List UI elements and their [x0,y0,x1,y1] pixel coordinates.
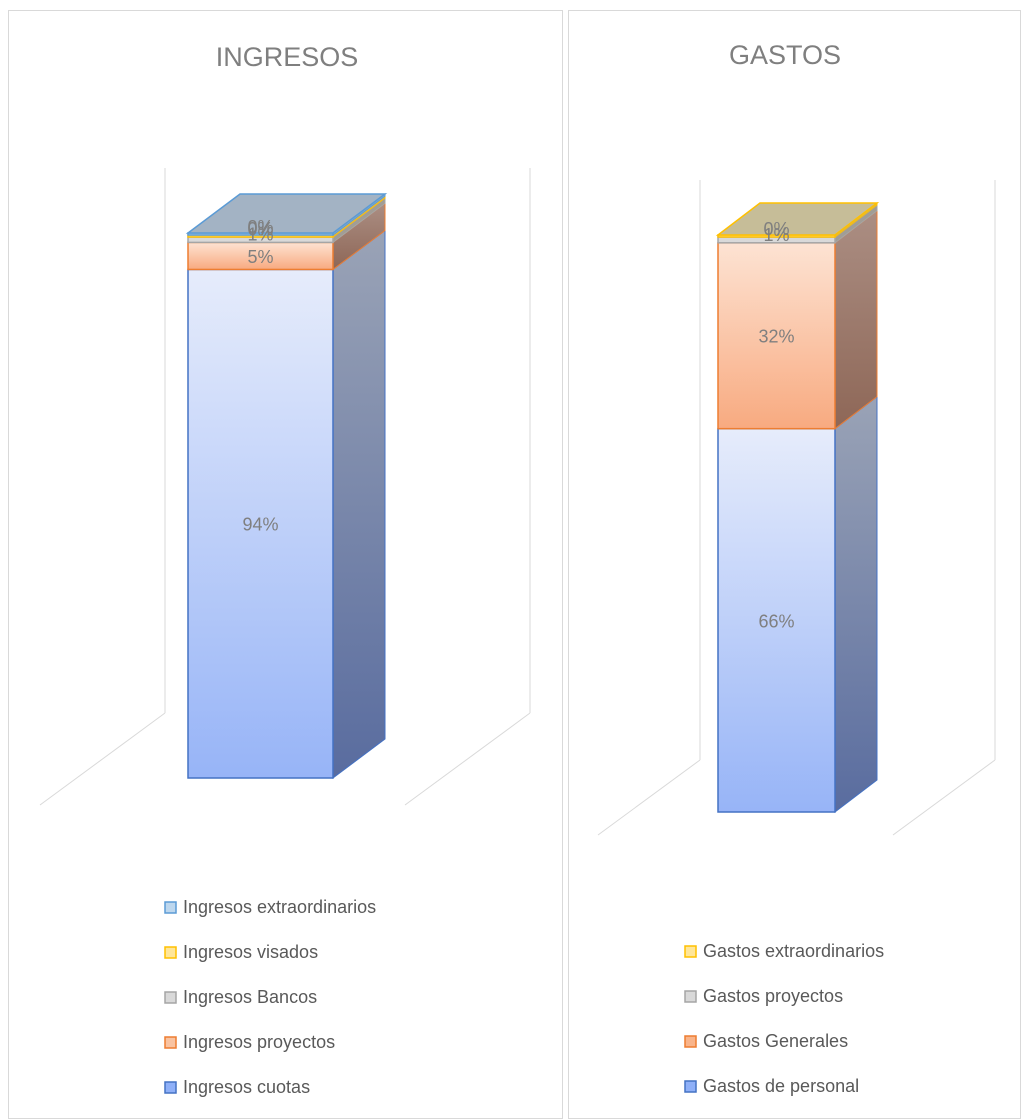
ingresos-legend: Ingresos extraordinarios Ingresos visados… [164,897,376,1097]
gastos-label-gastos-generales: 32% [758,327,794,347]
ingresos-label-ingresos-visados: 0% [247,219,273,239]
ingresos-legend-swatch [164,901,177,914]
ingresos-chart-title: INGRESOS [216,42,359,72]
gastos-legend: Gastos extraordinarios Gastos proyectos Ga… [684,941,884,1096]
ingresos-legend-item-ingresos-proyectos: Ingresos proyectos [164,1032,335,1052]
ingresos-bar-ingresos-cuotas [187,268,334,779]
gastos-legend-label: Gastos extraordinarios [703,941,884,961]
gastos-legend-item-gastos-proyectos: Gastos proyectos [684,986,843,1006]
ingresos-data-labels: 94%5%1%0%0% [242,217,278,535]
ingresos-legend-swatch [164,946,177,959]
gastos-legend-label: Gastos de personal [703,1076,859,1096]
ingresos-legend-label: Ingresos proyectos [183,1032,335,1052]
gastos-legend-label: Gastos proyectos [703,986,843,1006]
ingresos-legend-label: Ingresos cuotas [183,1077,310,1097]
gastos-label-gastos-proyectos: 1% [763,225,789,245]
ingresos-floor-lines [39,168,531,806]
ingresos-label-ingresos-cuotas: 94% [242,515,278,535]
gastos-label-gastos-de-personal: 66% [758,611,794,631]
ingresos-legend-swatch [164,1081,177,1094]
ingresos-label-ingresos-proyectos: 5% [247,247,273,267]
ingresos-bar-ingresos-cuotas-side [332,229,386,779]
gastos-legend-label: Gastos Generales [703,1031,848,1051]
gastos-bar-top-face [715,202,880,236]
gastos-bar-gastos-de-personal-side [834,395,878,814]
ingresos-legend-label: Ingresos Bancos [183,987,317,1007]
ingresos-legend-label: Ingresos extraordinarios [183,897,376,917]
gastos-legend-swatch [684,1035,697,1048]
gastos-legend-swatch [684,1080,697,1093]
ingresos-legend-swatch [164,1036,177,1049]
ingresos-legend-swatch [164,991,177,1004]
ingresos-label-ingresos-bancos: 1% [247,224,273,244]
gastos-data-labels: 66% 32% 1%0% [758,219,794,631]
gastos-label-gastos-extraordinarios: 0% [763,219,789,239]
ingresos-legend-item-ingresos-bancos: Ingresos Bancos [164,987,317,1007]
ingresos-legend-item-ingresos-visados: Ingresos visados [164,942,318,962]
ingresos-legend-label: Ingresos visados [183,942,318,962]
gastos-legend-item-gastos-generales: Gastos Generales [684,1031,848,1051]
ingresos-legend-item-ingresos-cuotas: Ingresos cuotas [164,1077,310,1097]
gastos-floor-lines [597,180,996,836]
gastos-legend-swatch [684,945,697,958]
gastos-legend-item-gastos-de-personal: Gastos de personal [684,1076,859,1096]
gastos-bar-gastos-generales-side [834,209,878,430]
gastos-chart-title: GASTOS [729,40,841,70]
ingresos-label-ingresos-extraordinarios: 0% [247,217,273,237]
gastos-legend-item-gastos-extraordinarios: Gastos extraordinarios [684,941,884,961]
ingresos-bar [185,193,388,779]
ingresos-legend-item-ingresos-extraordinarios: Ingresos extraordinarios [164,897,376,917]
gastos-legend-swatch [684,990,697,1003]
ingresos-bar-ingresos-proyectos [187,241,334,271]
ingresos-bar-top-face [185,193,388,234]
gastos-bar [715,201,880,814]
gastos-bar-gastos-generales [717,242,836,430]
